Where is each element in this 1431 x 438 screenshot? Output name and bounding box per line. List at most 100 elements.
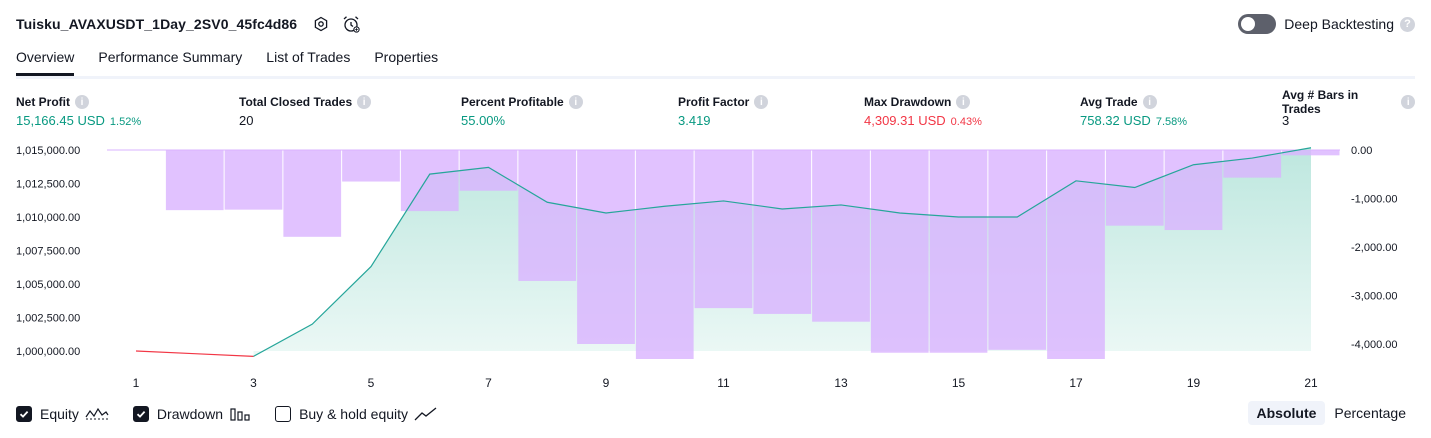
metric-avg-trade: Avg Trade i 758.32 USD 7.58%: [1080, 94, 1187, 128]
settings-icon[interactable]: [311, 14, 331, 34]
metric-percent-profitable: Percent Profitable i 55.00%: [461, 94, 583, 128]
tab-properties[interactable]: Properties: [374, 49, 439, 65]
metric-percent: 0.43%: [950, 116, 982, 128]
metric-max-drawdown: Max Drawdown i 4,309.31 USD 0.43%: [864, 94, 982, 128]
x-axis-tick-label: 7: [485, 376, 492, 390]
equity-wave-icon: [85, 406, 109, 422]
drawdown-checkbox[interactable]: [132, 406, 149, 422]
metric-value: 3: [1282, 113, 1290, 128]
equity-line: [253, 147, 1312, 357]
info-icon[interactable]: i: [568, 95, 583, 109]
metric-value: 4,309.31 USD: [864, 113, 946, 128]
left-axis-tick-label: 1,012,500.00: [16, 179, 80, 191]
drawdown-bar: [870, 150, 929, 353]
metric-label: Net Profit: [16, 95, 70, 109]
drawdown-bar: [1047, 150, 1105, 359]
tab-performance-summary[interactable]: Performance Summary: [98, 49, 243, 65]
percentage-button[interactable]: Percentage: [1334, 405, 1406, 421]
metric-profit-factor: Profit Factor i 3.419: [678, 94, 769, 128]
x-axis-tick-label: 19: [1187, 376, 1201, 390]
metric-label: Total Closed Trades: [239, 95, 353, 109]
x-axis-tick-label: 21: [1304, 376, 1318, 390]
metric-percent: 7.58%: [1155, 116, 1188, 128]
strategy-title: Tuisku_AVAXUSDT_1Day_2SV0_45fc4d86: [16, 16, 298, 32]
x-axis-tick-label: 3: [250, 376, 257, 390]
drawdown-bar: [1282, 150, 1340, 156]
x-axis-tick-label: 1: [133, 376, 140, 390]
info-icon[interactable]: i: [357, 95, 372, 109]
info-icon[interactable]: i: [75, 95, 89, 109]
drawdown-bar: [342, 150, 400, 182]
metric-value: 758.32 USD: [1080, 113, 1151, 128]
left-axis-tick-label: 1,002,500.00: [16, 313, 80, 325]
info-icon[interactable]: i: [754, 95, 769, 109]
legend-label: Drawdown: [156, 406, 224, 422]
scale-toggle: Absolute Percentage: [1247, 401, 1416, 425]
metric-label: Max Drawdown: [864, 95, 952, 109]
drawdown-bar: [1164, 150, 1223, 231]
metric-avg-bars-in-trades: Avg # Bars in Trades i 3: [1282, 88, 1415, 128]
drawdown-bar: [283, 150, 342, 237]
alarm-clock-icon[interactable]: [341, 14, 361, 34]
drawdown-bar: [224, 150, 283, 210]
equity-checkbox[interactable]: [16, 406, 32, 422]
left-axis-tick-label: 1,007,500.00: [16, 246, 80, 258]
drawdown-bar: [929, 150, 988, 353]
absolute-button[interactable]: Absolute: [1247, 401, 1326, 425]
metrics-row: Net Profit i 15,166.45 USD 1.52% Total Clo…: [16, 88, 1415, 130]
help-icon[interactable]: ?: [1400, 16, 1415, 32]
metric-percent: 1.52%: [109, 116, 142, 128]
metric-total-closed-trades: Total Closed Trades i 20: [239, 94, 372, 128]
left-axis-tick-label: 1,000,000.00: [16, 346, 80, 358]
left-axis-tick-label: 1,015,000.00: [16, 145, 80, 157]
legend-equity[interactable]: Equity: [16, 406, 109, 422]
drawdown-bar: [753, 150, 812, 314]
legend-label: Equity: [40, 406, 79, 422]
metric-label: Profit Factor: [678, 95, 750, 109]
metric-label: Avg # Bars in Trades: [1282, 88, 1359, 116]
x-axis-tick-label: 9: [603, 376, 610, 390]
report-header: Tuisku_AVAXUSDT_1Day_2SV0_45fc4d86: [16, 12, 361, 36]
metric-value: 15,166.45 USD: [16, 113, 105, 128]
x-axis-tick-label: 5: [368, 376, 375, 390]
equity-line-loss: [135, 350, 254, 357]
left-axis-tick-label: 1,005,000.00: [16, 279, 80, 291]
metric-value: 20: [239, 113, 254, 128]
metric-net-profit: Net Profit i 15,166.45 USD 1.52%: [16, 94, 141, 128]
legend-drawdown[interactable]: Drawdown: [132, 406, 251, 422]
right-axis-tick-label: -3,000.00: [1351, 290, 1397, 302]
x-axis-tick-label: 13: [834, 376, 848, 390]
metric-value: 3.419: [678, 113, 711, 128]
tab-list-of-trades[interactable]: List of Trades: [266, 49, 351, 65]
metric-value: 55.00%: [461, 113, 506, 128]
report-tabs: Overview Performance Summary List of Tra…: [16, 46, 1415, 79]
info-icon[interactable]: i: [1401, 95, 1415, 109]
x-axis-tick-label: 11: [717, 376, 730, 390]
buy-hold-checkbox[interactable]: [275, 406, 292, 422]
x-axis-tick-label: 15: [952, 376, 966, 390]
drawdown-bar: [812, 150, 870, 322]
legend-label: Buy & hold equity: [299, 406, 409, 422]
info-icon[interactable]: i: [956, 95, 971, 109]
drawdown-bar: [400, 150, 459, 212]
deep-backtesting-control: Deep Backtesting ?: [1238, 12, 1415, 36]
drawdown-bar: [165, 150, 224, 211]
x-axis-tick-label: 17: [1069, 376, 1083, 390]
right-axis-tick-label: -1,000.00: [1351, 193, 1397, 205]
trend-line-icon: [414, 406, 438, 422]
deep-backtesting-toggle[interactable]: [1238, 14, 1277, 34]
metric-label: Percent Profitable: [461, 95, 564, 109]
drawdown-bar: [577, 150, 635, 344]
drawdown-bar: [518, 150, 577, 281]
toggle-knob: [1241, 17, 1256, 31]
info-icon[interactable]: i: [1142, 95, 1157, 109]
tab-overview[interactable]: Overview: [16, 46, 75, 76]
legend-buy-hold[interactable]: Buy & hold equity: [275, 406, 438, 422]
equity-drawdown-chart[interactable]: 1,015,000.00 1,012,500.00 1,010,000.00 1,00…: [0, 138, 1431, 400]
deep-backtesting-label: Deep Backtesting: [1284, 16, 1394, 32]
chart-canvas[interactable]: 1,015,000.00 1,012,500.00 1,010,000.00 1,00…: [0, 138, 1431, 400]
drawdown-bar: [459, 150, 518, 191]
left-axis-tick-label: 1,010,000.00: [16, 212, 80, 224]
right-axis-tick-label: 0.00: [1351, 145, 1372, 157]
metric-label: Avg Trade: [1080, 95, 1138, 109]
